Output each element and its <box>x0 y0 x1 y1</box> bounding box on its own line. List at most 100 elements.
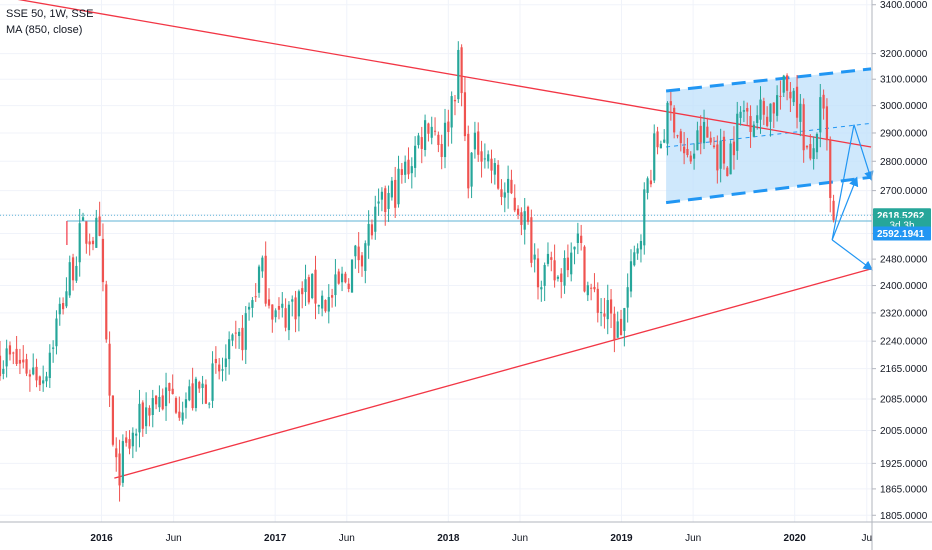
candle-down <box>178 411 181 418</box>
candle-up <box>231 334 234 341</box>
candle-up <box>643 189 646 246</box>
candle-down <box>198 381 201 389</box>
candle-down <box>277 305 281 310</box>
forecast-path <box>831 176 859 241</box>
time-tick-label: 2016 <box>90 533 113 544</box>
channel-upper-line <box>665 67 872 93</box>
price-tick-label: 2005.0000 <box>880 426 928 437</box>
candle-up <box>287 304 291 331</box>
candle-down <box>171 388 174 394</box>
candle-down <box>779 95 782 97</box>
candle-down <box>191 383 194 409</box>
candle-down <box>656 131 659 148</box>
candle-up <box>586 285 589 296</box>
candle-up <box>742 110 746 112</box>
candle-down <box>536 258 540 288</box>
candle-down <box>453 99 457 102</box>
candle-down <box>314 269 317 304</box>
candle-down <box>746 108 749 112</box>
candle-up <box>317 305 320 307</box>
candle-up <box>238 331 241 336</box>
candle-up <box>546 253 550 264</box>
candle-up <box>576 233 579 243</box>
candle-up <box>523 211 526 230</box>
candle-up <box>211 363 214 401</box>
candle-up <box>244 313 247 350</box>
candle-down <box>214 358 217 364</box>
candle-up <box>540 287 543 290</box>
symbol-legend[interactable]: SSE 50, 1W, SSE <box>6 8 94 20</box>
candle-down <box>91 240 95 245</box>
candle-up <box>659 143 662 149</box>
trendline <box>114 268 872 479</box>
candle-up <box>493 163 496 175</box>
candle-down <box>732 141 736 156</box>
candle-up <box>606 300 609 320</box>
candle-up <box>291 299 294 302</box>
candle-up <box>629 261 633 292</box>
candle-down <box>477 131 480 155</box>
candle-up <box>257 266 261 293</box>
chart-forecast-drawings <box>831 124 874 271</box>
candle-up <box>188 386 191 401</box>
price-axis[interactable]: 3400.0000 3200.0000 3100.0000 3000.0000 2900… <box>871 0 928 550</box>
price-tick-label: 1925.0000 <box>880 459 928 470</box>
candle-up <box>45 376 48 382</box>
candle-down <box>560 273 563 283</box>
candle-down <box>785 75 789 91</box>
candle-down <box>683 146 686 154</box>
candle-up <box>815 133 819 153</box>
candle-up <box>702 121 706 144</box>
candle-down <box>125 437 128 443</box>
candle-down <box>264 255 267 304</box>
candle-up <box>556 276 560 279</box>
candle-down <box>510 179 513 194</box>
time-tick-label: Jun <box>685 533 701 544</box>
candle-down <box>829 139 832 198</box>
candle-down <box>749 115 752 132</box>
candle-down <box>0 355 2 377</box>
price-tick-label: 3000.0000 <box>880 101 928 112</box>
candle-down <box>809 144 812 159</box>
candle-up <box>135 433 138 436</box>
candle-down <box>267 299 271 306</box>
candle-down <box>706 126 709 138</box>
candle-down <box>141 402 144 429</box>
candle-up <box>653 133 656 181</box>
candle-up <box>719 140 722 169</box>
candle-up <box>55 318 58 347</box>
channel-lower-line <box>665 175 872 205</box>
candle-up <box>321 295 324 309</box>
price-tick-label: 2800.0000 <box>880 157 928 168</box>
candle-down <box>161 395 164 410</box>
candle-up <box>633 252 636 266</box>
time-axis[interactable]: 2016 Jun 2017 Jun 2018 Jun 2019 Jun 2020 Ju <box>0 521 932 544</box>
candle-down <box>8 345 12 355</box>
indicator-legend[interactable]: MA (850, close) <box>6 24 83 36</box>
candle-up <box>181 412 184 421</box>
candle-up <box>776 95 779 116</box>
price-tick-label: 2165.0000 <box>880 364 928 375</box>
candle-up <box>221 369 224 371</box>
candle-down <box>583 246 586 292</box>
candle-down <box>437 134 440 146</box>
candle-up <box>145 407 148 427</box>
time-tick-label: 2020 <box>784 533 807 544</box>
candle-up <box>208 403 211 405</box>
candle-up <box>95 217 98 248</box>
candle-up <box>81 217 85 221</box>
candle-up <box>2 368 5 374</box>
candle-down <box>234 332 237 334</box>
candle-up <box>151 398 154 415</box>
candle-down <box>357 246 360 261</box>
candle-down <box>699 125 702 143</box>
candle-down <box>420 137 423 149</box>
candle-up <box>417 135 420 146</box>
candle-down <box>85 221 88 244</box>
candle-down <box>520 212 523 225</box>
time-tick-label: Ju <box>862 533 873 544</box>
candle-down <box>789 91 792 99</box>
candle-up <box>78 223 81 263</box>
candle-up <box>327 297 330 312</box>
